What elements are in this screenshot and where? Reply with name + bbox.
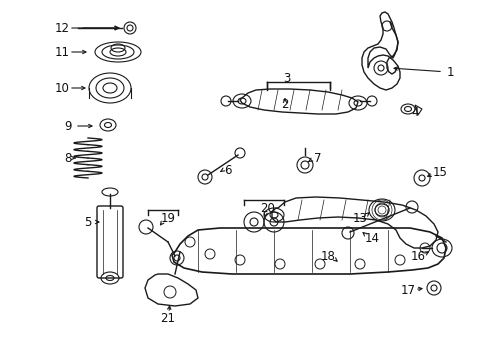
Text: 1: 1 <box>446 66 453 78</box>
Text: 3: 3 <box>283 72 290 85</box>
Text: 18: 18 <box>320 249 335 262</box>
Text: 13: 13 <box>352 212 366 225</box>
Text: 19: 19 <box>160 212 175 225</box>
Text: 8: 8 <box>64 152 72 165</box>
Text: 10: 10 <box>55 81 69 95</box>
Text: 9: 9 <box>64 120 72 132</box>
Text: 11: 11 <box>54 45 69 59</box>
Text: 17: 17 <box>400 284 415 297</box>
Text: 5: 5 <box>84 216 92 229</box>
Text: 20: 20 <box>260 202 275 215</box>
Text: 15: 15 <box>432 166 447 179</box>
Text: 16: 16 <box>409 249 425 262</box>
Text: 21: 21 <box>160 311 175 324</box>
Text: 7: 7 <box>314 152 321 165</box>
Text: 2: 2 <box>281 98 288 111</box>
Text: 14: 14 <box>364 231 379 244</box>
Text: 6: 6 <box>224 163 231 176</box>
Text: 4: 4 <box>410 105 418 118</box>
Text: 12: 12 <box>54 22 69 35</box>
